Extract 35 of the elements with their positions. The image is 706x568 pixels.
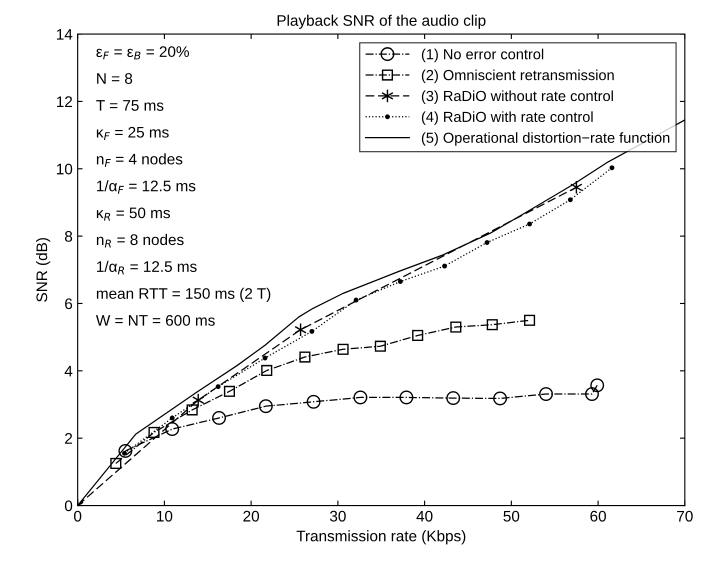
x-tick-label: 30	[330, 510, 346, 522]
x-tick-label: 70	[677, 510, 693, 522]
legend-label: (5) Operational distortion−rate function	[422, 132, 670, 146]
chart-title: Playback SNR of the audio clip	[278, 14, 486, 29]
annotation: N = 8	[97, 73, 132, 84]
annotation: n$_{R}$ = 8 nodes	[96, 234, 184, 248]
y-tick-label: 0	[64, 500, 72, 512]
x-tick-label: 60	[590, 510, 606, 522]
y-tick-label: 6	[65, 298, 72, 310]
annotation: 1/α$_{F}$ = 12.5 ms	[97, 180, 196, 194]
annotation: 1/α$_{R}$ = 12.5 ms	[97, 260, 197, 274]
x-tick-label: 40	[416, 510, 433, 522]
y-tick-label: 8	[64, 230, 72, 242]
y-tick-label: 10	[56, 164, 72, 174]
legend-label: (3) RaDiO without rate control	[422, 90, 613, 104]
annotation: κ$_{F}$ = 25 ms	[96, 126, 169, 140]
annotation: T = 75 ms	[96, 100, 164, 111]
x-tick-label: 20	[243, 510, 260, 522]
y-tick-label: 4	[64, 366, 72, 376]
y-tick-label: 2	[65, 433, 72, 444]
annotation: mean RTT = 150 ms (2 T)	[96, 288, 270, 302]
y-tick-label: 12	[56, 96, 72, 107]
annotation: W = NT = 600 ms	[96, 314, 215, 326]
legend-label: (2) Omniscient retransmission	[422, 70, 614, 84]
y-tick-label: 14	[56, 29, 72, 40]
x-axis-title: Transmission rate (Kbps)	[296, 530, 466, 544]
annotation: κ$_{R}$ = 50 ms	[96, 207, 170, 221]
annotation: n$_{F}$ = 4 nodes	[96, 153, 182, 167]
x-tick-label: 10	[157, 510, 172, 522]
legend-label: (1) No error control	[422, 48, 544, 62]
y-axis-title: SNR (dB)	[36, 238, 50, 302]
x-tick-label: 50	[503, 510, 520, 522]
legend-label: (4) RaDiO with rate control	[422, 111, 593, 125]
x-tick-label: 0	[74, 510, 82, 522]
annotation: ε$_{F}$ = ε$_{B}$ = 20%	[96, 46, 189, 60]
